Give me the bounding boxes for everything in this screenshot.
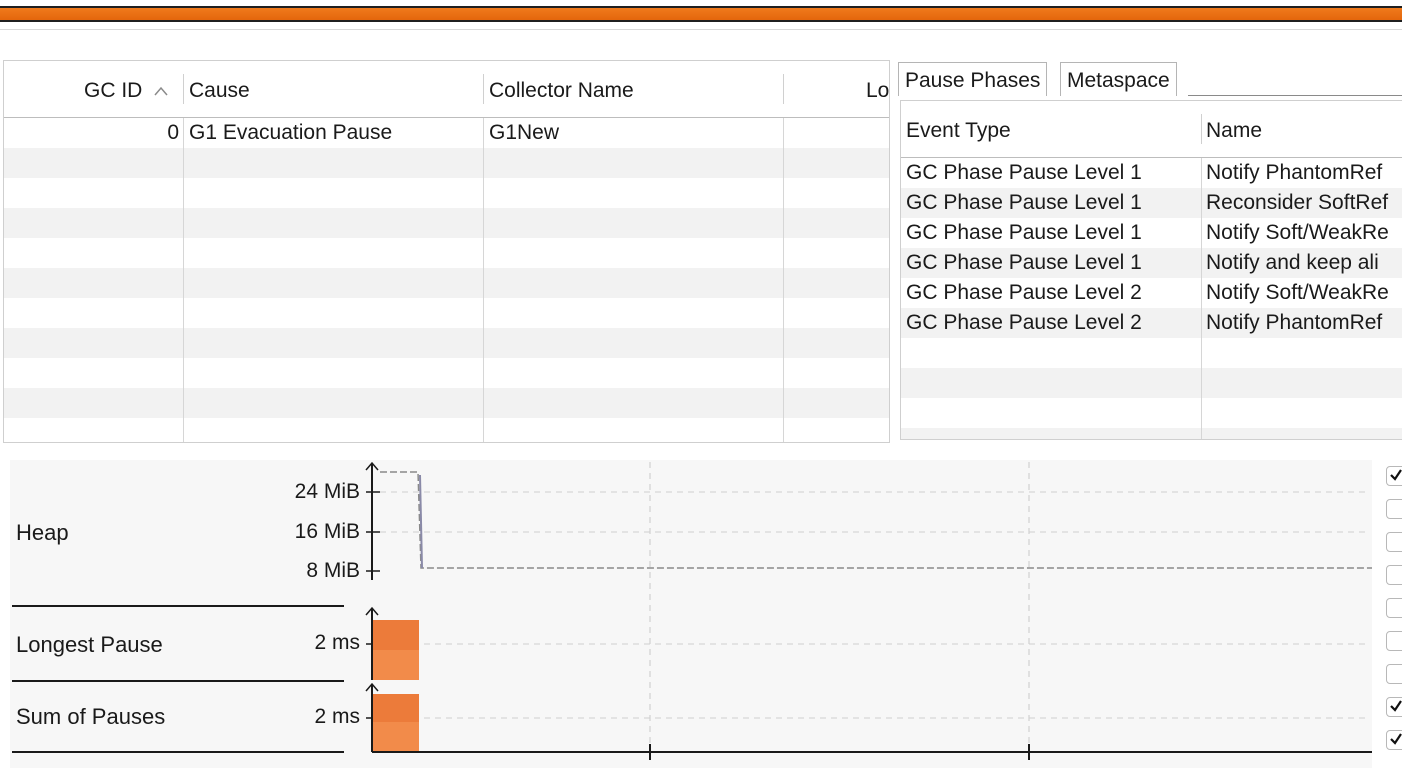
sum-pauses-value: 2 ms (314, 705, 360, 728)
heap-drop-line (419, 474, 423, 569)
tab-metaspace[interactable]: Metaspace (1060, 62, 1177, 96)
cell-event-type: GC Phase Pause Level 1 (906, 161, 1142, 184)
lane-label-heap: Heap (16, 520, 69, 545)
table-row[interactable]: 0 G1 Evacuation Pause G1New (4, 118, 889, 148)
pause-phases-table[interactable]: Event Type Name GC Phase Pause Level 1 No… (900, 100, 1402, 440)
phases-table-header: Event Type Name (901, 101, 1402, 158)
series-toggle-checkbox[interactable] (1386, 565, 1402, 585)
sum-pauses-bar-shade (373, 694, 419, 722)
table-row[interactable]: GC Phase Pause Level 2 Notify PhantomRef (901, 308, 1402, 338)
table-row[interactable] (4, 148, 889, 178)
divider (0, 29, 1402, 30)
series-toggle-checkbox[interactable] (1386, 598, 1402, 618)
axis-arrow-icon (365, 461, 379, 471)
sort-ascending-icon[interactable] (154, 61, 176, 118)
heap-tick-16: 16 MiB (294, 520, 360, 543)
column-header-cause[interactable]: Cause (189, 79, 250, 102)
column-header-name[interactable]: Name (1206, 119, 1263, 142)
column-header-lo[interactable]: Lo (866, 79, 890, 102)
cell-event-type: GC Phase Pause Level 1 (906, 191, 1142, 214)
checkmark-icon (1390, 700, 1402, 712)
table-row[interactable] (4, 328, 889, 358)
column-gridline (783, 118, 784, 442)
series-toggle-checkbox[interactable] (1386, 697, 1402, 717)
column-gridline (483, 118, 484, 442)
cell-event-type: GC Phase Pause Level 1 (906, 221, 1142, 244)
heap-series-line (380, 471, 1372, 569)
lane-label-longest-pause: Longest Pause (16, 632, 163, 657)
table-row[interactable]: GC Phase Pause Level 1 Notify Soft/WeakRe (901, 218, 1402, 248)
series-toggle-checkbox[interactable] (1386, 730, 1402, 750)
longest-pause-bar-shade (373, 620, 419, 650)
column-separator[interactable] (483, 74, 484, 104)
series-toggle-checkbox[interactable] (1386, 532, 1402, 552)
table-row[interactable] (4, 268, 889, 298)
tab-pause-phases[interactable]: Pause Phases (898, 62, 1048, 96)
lane-label-sum-of-pauses: Sum of Pauses (16, 704, 166, 729)
gc-table-header: GC ID Cause Collector Name Lo (4, 61, 889, 118)
checkmark-icon (1390, 469, 1402, 481)
cell-name: Notify PhantomRef (1206, 311, 1383, 334)
lane-divider (12, 751, 344, 753)
cell-name: Notify PhantomRef (1206, 161, 1383, 184)
table-row[interactable] (4, 208, 889, 238)
progress-fill (0, 8, 1402, 20)
series-toggle-checkbox[interactable] (1386, 466, 1402, 486)
column-separator[interactable] (1201, 114, 1202, 144)
lane-divider (12, 605, 344, 607)
column-gridline (1201, 158, 1202, 439)
column-header-collector-name[interactable]: Collector Name (489, 79, 634, 102)
cell-collector: G1New (489, 121, 560, 144)
table-row[interactable]: GC Phase Pause Level 2 Notify Soft/WeakRe (901, 278, 1402, 308)
axis-arrow-icon (365, 606, 379, 616)
series-toggle-checkbox[interactable] (1386, 664, 1402, 684)
column-separator[interactable] (783, 74, 784, 104)
cell-gc-id: 0 (167, 121, 179, 144)
axis-arrow-icon (365, 682, 379, 692)
tab-strip-line (1188, 95, 1402, 96)
column-gridline (183, 118, 184, 442)
cell-name: Notify and keep ali (1206, 251, 1379, 274)
chart-panel[interactable] (10, 460, 1372, 768)
progress-bar (0, 6, 1402, 22)
series-toggle-checkbox[interactable] (1386, 631, 1402, 651)
table-row[interactable]: GC Phase Pause Level 1 Notify and keep al… (901, 248, 1402, 278)
cell-event-type: GC Phase Pause Level 1 (906, 251, 1142, 274)
gc-table[interactable]: GC ID Cause Collector Name Lo 0 G1 Evacua… (3, 60, 890, 443)
lane-divider (12, 680, 344, 682)
table-row[interactable] (901, 368, 1402, 398)
column-header-event-type[interactable]: Event Type (906, 119, 1011, 142)
table-row[interactable]: GC Phase Pause Level 1 Reconsider SoftRef (901, 188, 1402, 218)
checkmark-icon (1390, 733, 1402, 745)
cell-event-type: GC Phase Pause Level 2 (906, 281, 1142, 304)
longest-pause-value: 2 ms (314, 631, 360, 654)
heap-tick-8: 8 MiB (306, 559, 360, 582)
cell-name: Notify Soft/WeakRe (1206, 281, 1389, 304)
cell-name: Notify Soft/WeakRe (1206, 221, 1389, 244)
column-header-gc-id[interactable]: GC ID (84, 79, 143, 102)
column-separator[interactable] (183, 74, 184, 104)
cell-name: Reconsider SoftRef (1206, 191, 1389, 214)
table-row[interactable] (4, 388, 889, 418)
heap-tick-24: 24 MiB (294, 480, 360, 503)
cell-event-type: GC Phase Pause Level 2 (906, 311, 1142, 334)
table-row[interactable] (901, 428, 1402, 439)
table-row[interactable]: GC Phase Pause Level 1 Notify PhantomRef (901, 158, 1402, 188)
cell-cause: G1 Evacuation Pause (189, 121, 393, 144)
series-toggle-checkbox[interactable] (1386, 499, 1402, 519)
